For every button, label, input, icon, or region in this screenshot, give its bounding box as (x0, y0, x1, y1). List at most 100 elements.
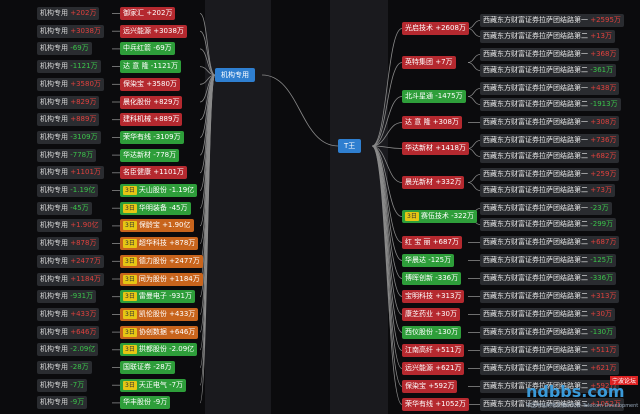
stock-name: 达 意 隆 (123, 62, 149, 71)
institution-label-node[interactable]: 机构专用 +433万 (37, 307, 100, 321)
broker-seat-node[interactable]: 西藏东方财富证券拉萨团结路第二 -361万 (480, 64, 617, 77)
stock-node[interactable]: 康芝药业 +30万 (402, 308, 461, 321)
stock-node[interactable]: 3日 超华科技 +878万 (120, 237, 199, 251)
stock-node[interactable]: 晨光新材 +332万 (402, 176, 465, 189)
broker-seat-node[interactable]: 西藏东方财富证券拉萨团结路第一 +736万 (480, 134, 620, 147)
stock-node[interactable]: 华达新材 +1418万 (402, 142, 469, 155)
institution-label-node[interactable]: 机构专用 +1184万 (37, 272, 104, 286)
institution-label-node[interactable]: 机构专用 -7万 (37, 378, 88, 392)
broker-seat-node[interactable]: 西藏东方财富证券拉萨团结路第一 +368万 (480, 48, 620, 61)
stock-node[interactable]: 晨化股份 +829万 (120, 95, 183, 109)
institution-label-node[interactable]: 机构专用 +2477万 (37, 254, 104, 268)
broker-seat-node[interactable]: 西藏东方财富证券拉萨团结路第二 +621万 (480, 362, 620, 375)
broker-seat-node[interactable]: 西藏东方财富证券拉萨团结路第二 +13万 (480, 30, 616, 43)
institution-label-node[interactable]: 机构专用 -1121万 (37, 60, 101, 74)
broker-seat-node[interactable]: 西藏东方财富证券拉萨团结路第二 +592万 (480, 380, 620, 393)
institution-label-node[interactable]: 机构专用 -9万 (37, 396, 88, 410)
stock-node[interactable]: 3日 协创数据 +646万 (120, 325, 199, 339)
stock-node[interactable]: 3日 天正电气 -7万 (120, 378, 187, 392)
institution-label-node[interactable]: 机构专用 -2.09亿 (37, 343, 99, 357)
broker-seat-node[interactable]: 西藏东方财富证券拉萨团结路第二 -336万 (480, 272, 617, 285)
institution-amount: +1.90亿 (70, 221, 99, 230)
broker-seat-node[interactable]: 西藏东方财富证券拉萨团结路第二 -1913万 (480, 98, 621, 111)
stock-node[interactable]: 3日 凯伦股份 +433万 (120, 307, 199, 321)
stock-name: 建科机械 (123, 115, 151, 124)
hub-right-node[interactable]: T王 (338, 139, 362, 153)
broker-seat-node[interactable]: 西藏东方财富证券拉萨团结路第二 +511万 (480, 344, 620, 357)
stock-node[interactable]: 西仪股份 -130万 (402, 326, 462, 339)
stock-node[interactable]: 中兵红箭 -69万 (120, 42, 175, 56)
institution-label-node[interactable]: 机构专用 +202万 (37, 7, 100, 20)
broker-seat-name: 西藏东方财富证券拉萨团结路第二 (483, 292, 588, 300)
stock-name: 博晖创新 (405, 274, 433, 282)
institution-label-node[interactable]: 机构专用 -778万 (37, 148, 97, 162)
stock-node[interactable]: 3日 保龄宝 +1.90亿 (120, 219, 194, 233)
broker-seat-node[interactable]: 西藏东方财富证券拉萨团结路第一 +438万 (480, 82, 620, 95)
stock-amount: +687万 (432, 238, 459, 246)
broker-seat-node[interactable]: 西藏东方财富证券拉萨团结路第二 +682万 (480, 150, 620, 163)
stock-node[interactable]: 达 意 隆 +308万 (402, 116, 462, 129)
institution-label-node[interactable]: 机构专用 +889万 (37, 113, 100, 127)
institution-label-node[interactable]: 机构专用 +829万 (37, 95, 100, 109)
stock-node[interactable]: 3日 拱都股份 -2.09亿 (120, 343, 198, 357)
broker-seat-amount: +736万 (590, 136, 617, 144)
institution-label-node[interactable]: 机构专用 -1.19亿 (37, 184, 99, 197)
hub-left-node[interactable]: 机构专用 (215, 68, 255, 82)
broker-seat-node[interactable]: 西藏东方财富证券拉萨团结路第一 -23万 (480, 202, 612, 215)
broker-seat-node[interactable]: 西藏东方财富证券拉萨团结路第二 +687万 (480, 236, 620, 249)
broker-seat-node[interactable]: 西藏东方财富证券拉萨团结路第二 -130万 (480, 326, 617, 339)
broker-seat-node[interactable]: 西藏东方财富证券拉萨团结路第一 +2595万 (480, 14, 624, 27)
stock-node[interactable]: 江南高纤 +511万 (402, 344, 465, 357)
stock-node[interactable]: 3日 华明装备 -45万 (120, 201, 191, 215)
stock-node[interactable]: 保染宝 +3580万 (120, 77, 180, 91)
stock-node[interactable]: 北斗星通 -1475万 (402, 90, 466, 103)
stock-node[interactable]: 英特集团 +7万 (402, 56, 456, 69)
broker-seat-node[interactable]: 西藏东方财富证券拉萨团结路第二 +30万 (480, 308, 616, 321)
three-day-tag: 3日 (123, 221, 137, 231)
institution-amount: -3109万 (70, 132, 98, 141)
broker-seat-name: 西藏东方财富证券拉萨团结路第二 (483, 310, 588, 318)
institution-label-node[interactable]: 机构专用 -28万 (37, 361, 92, 374)
broker-seat-node[interactable]: 西藏东方财富证券拉萨团结路第一 +259万 (480, 168, 620, 181)
stock-node[interactable]: 名臣健康 +1101万 (120, 166, 187, 180)
broker-seat-node[interactable]: 西藏东方财富证券拉萨团结路第二 +313万 (480, 290, 620, 303)
institution-label-node[interactable]: 机构专用 +3038万 (37, 24, 104, 38)
stock-node[interactable]: 建科机械 +889万 (120, 113, 183, 127)
institution-label-node[interactable]: 机构专用 +878万 (37, 237, 100, 251)
stock-node[interactable]: 达 意 隆 -1121万 (120, 60, 182, 74)
watermark-logo-text: ndbbs.com (526, 382, 625, 401)
institution-label-node[interactable]: 机构专用 -931万 (37, 290, 97, 304)
institution-label-node[interactable]: 机构专用 -69万 (37, 42, 92, 56)
institution-label-node[interactable]: 机构专用 +1101万 (37, 166, 104, 180)
broker-seat-node[interactable]: 西藏东方财富证券拉萨团结路第二 +73万 (480, 184, 616, 197)
broker-seat-node[interactable]: 西藏东方财富证券拉萨团结路第二 -299万 (480, 218, 617, 231)
stock-node[interactable]: 荣华有线 -3109万 (120, 130, 184, 144)
stock-node[interactable]: 国联证券 -28万 (120, 361, 175, 374)
stock-node[interactable]: 御家汇 +202万 (120, 7, 176, 20)
stock-node[interactable]: 3日 雷曼电子 -931万 (120, 290, 195, 304)
stock-node[interactable]: 博晖创新 -336万 (402, 272, 462, 285)
stock-node[interactable]: 宝明科技 +313万 (402, 290, 465, 303)
institution-label-node[interactable]: 机构专用 -45万 (37, 201, 92, 215)
stock-node[interactable]: 光启技术 +2608万 (402, 22, 469, 35)
stock-node[interactable]: 远兴能源 +3038万 (120, 24, 187, 38)
stock-node[interactable]: 红 宝 丽 +687万 (402, 236, 462, 249)
stock-node[interactable]: 3日 同为股份 +1184万 (120, 272, 203, 286)
institution-label-node[interactable]: 机构专用 +3580万 (37, 77, 104, 91)
broker-seat-node[interactable]: 西藏东方财富证券拉萨团结路第二 -125万 (480, 254, 617, 267)
broker-seat-node[interactable]: 西藏东方财富证券拉萨团结路第二 +1052万 (480, 398, 624, 411)
institution-label-node[interactable]: 机构专用 -3109万 (37, 130, 101, 144)
stock-node[interactable]: 华晨达 -125万 (402, 254, 455, 267)
stock-node[interactable]: 3日 天山股份 -1.19亿 (120, 184, 198, 197)
stock-node[interactable]: 荣华有线 +1052万 (402, 398, 469, 411)
stock-node[interactable]: 保染宝 +592万 (402, 380, 458, 393)
institution-label-node[interactable]: 机构专用 +646万 (37, 325, 100, 339)
stock-node[interactable]: 3日 德力股份 +2477万 (120, 254, 203, 268)
stock-node[interactable]: 华丰股份 -9万 (120, 396, 171, 410)
stock-node[interactable]: 华达新材 -778万 (120, 148, 180, 162)
stock-node[interactable]: 3日 赛伍技术 -322万 (402, 210, 477, 223)
broker-seat-node[interactable]: 西藏东方财富证券拉萨团结路第一 +308万 (480, 116, 620, 129)
institution-label-node[interactable]: 机构专用 +1.90亿 (37, 219, 102, 233)
stock-node[interactable]: 远兴能源 +621万 (402, 362, 465, 375)
